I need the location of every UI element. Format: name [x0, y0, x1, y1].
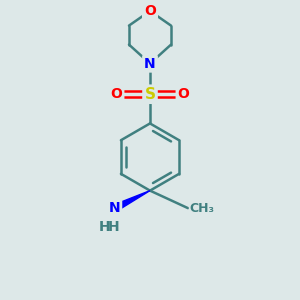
Text: O: O	[110, 87, 122, 101]
Text: O: O	[178, 87, 190, 101]
Text: N: N	[144, 57, 156, 70]
Polygon shape	[113, 190, 150, 211]
Text: S: S	[145, 87, 155, 102]
Text: H: H	[108, 220, 119, 234]
Text: N: N	[109, 201, 120, 215]
Text: H: H	[99, 220, 110, 234]
Text: CH₃: CH₃	[189, 202, 214, 214]
Text: O: O	[144, 4, 156, 18]
